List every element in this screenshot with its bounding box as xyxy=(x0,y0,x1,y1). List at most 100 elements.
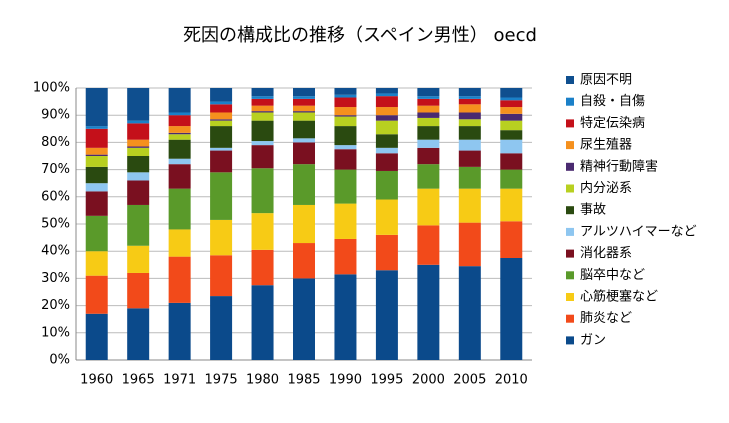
legend-label: 自殺・自傷 xyxy=(580,94,645,109)
bar-segment xyxy=(127,204,150,246)
bar-segment xyxy=(168,302,191,360)
bar-segment xyxy=(293,98,315,106)
bar-segment xyxy=(334,274,357,360)
y-tick-label: 50% xyxy=(41,217,70,232)
x-tick-label: 1995 xyxy=(370,373,403,388)
bar-segment xyxy=(417,264,440,360)
bar-segment xyxy=(251,213,274,250)
bar-segment xyxy=(417,139,440,148)
bar-segment xyxy=(334,115,357,117)
y-tick-label: 10% xyxy=(41,325,70,340)
bar-segment xyxy=(334,149,357,170)
bar-segment xyxy=(500,153,523,170)
bar-segment xyxy=(210,88,233,102)
legend-swatch xyxy=(566,141,574,150)
bar-segment xyxy=(127,172,150,181)
bar-segment xyxy=(85,191,108,216)
bar-segment xyxy=(127,147,150,156)
bar-segment xyxy=(210,150,233,173)
bar-segment xyxy=(251,249,274,286)
legend-swatch xyxy=(566,293,574,301)
legend-label: 脳卒中など xyxy=(580,268,645,283)
bar-segment xyxy=(210,112,233,120)
bar-segment xyxy=(334,238,357,275)
x-tick-label: 1980 xyxy=(246,373,279,388)
legend-label: 原因不明 xyxy=(580,73,632,88)
legend-swatch xyxy=(566,227,574,236)
bar-segment xyxy=(127,180,150,205)
y-tick-label: 20% xyxy=(41,298,70,313)
bar-segment xyxy=(251,105,274,112)
bar-segment xyxy=(293,111,315,113)
bar-segment xyxy=(500,221,523,258)
x-tick-label: 1985 xyxy=(287,373,320,388)
bar-segment xyxy=(458,139,481,151)
bar-segment xyxy=(458,104,481,113)
bar-segment xyxy=(210,126,233,148)
legend-swatch xyxy=(566,314,574,323)
bar-segment xyxy=(500,100,523,108)
bar-segment xyxy=(85,156,108,167)
bar-segment xyxy=(334,94,357,98)
bar-segment xyxy=(210,119,233,121)
bar-segment xyxy=(500,130,523,140)
bar-segment xyxy=(417,96,440,99)
bar-segment xyxy=(458,222,481,267)
bar-segment xyxy=(417,164,440,189)
bar-segment xyxy=(375,270,398,360)
bar-segment xyxy=(500,120,523,131)
bar-segment xyxy=(375,107,398,116)
bar-segment xyxy=(334,88,357,95)
legend-swatch xyxy=(566,336,574,345)
bar-segment xyxy=(417,188,440,226)
bar-segment xyxy=(251,141,274,146)
bar-segment xyxy=(500,169,523,189)
bar-segment xyxy=(251,111,274,113)
legend-label: 尿生殖器 xyxy=(580,137,632,153)
legend-swatch xyxy=(566,249,574,258)
bar-segment xyxy=(168,229,191,257)
bar-segment xyxy=(293,105,315,112)
bar-segment xyxy=(127,123,150,140)
bar-segment xyxy=(127,139,150,147)
bar-segment xyxy=(375,147,398,154)
legend-label: 精神行動障害 xyxy=(580,158,658,174)
bar-segment xyxy=(127,272,150,309)
bar-segment xyxy=(458,98,481,105)
x-tick-label: 1971 xyxy=(163,373,196,388)
legend-swatch xyxy=(566,119,574,128)
bar-segment xyxy=(127,146,150,148)
legend-label: ガン xyxy=(580,333,606,348)
bar-segment xyxy=(293,142,315,165)
bar-segment xyxy=(334,97,357,108)
bar-segment xyxy=(251,98,274,106)
bar-segment xyxy=(500,139,523,154)
bar-segment xyxy=(458,112,481,120)
y-tick-label: 70% xyxy=(41,162,70,177)
bar-segment xyxy=(293,138,315,143)
x-tick-label: 1990 xyxy=(329,373,362,388)
y-tick-label: 40% xyxy=(41,244,70,259)
bar-segment xyxy=(168,158,191,165)
bar-segment xyxy=(417,225,440,265)
bar-segment xyxy=(85,154,108,156)
legend-swatch xyxy=(566,271,574,280)
bar-segment xyxy=(417,126,440,140)
y-tick-label: 60% xyxy=(41,189,70,204)
bar-segment xyxy=(500,97,523,101)
bar-segment xyxy=(85,183,108,192)
legend-swatch xyxy=(566,162,574,171)
y-tick-label: 100% xyxy=(33,81,70,96)
legend-label: 消化器系 xyxy=(580,246,632,261)
bar-segment xyxy=(500,88,523,98)
legend-swatch xyxy=(566,184,574,193)
bar-segment xyxy=(417,105,440,113)
chart-title: 死因の構成比の推移（スペイン男性） oecd xyxy=(183,25,537,46)
bar-segment xyxy=(375,134,398,148)
bar-segment xyxy=(251,168,274,214)
bar-segment xyxy=(458,188,481,223)
y-tick-label: 30% xyxy=(41,271,70,286)
bar-segment xyxy=(168,132,191,135)
x-tick-label: 2010 xyxy=(495,373,528,388)
